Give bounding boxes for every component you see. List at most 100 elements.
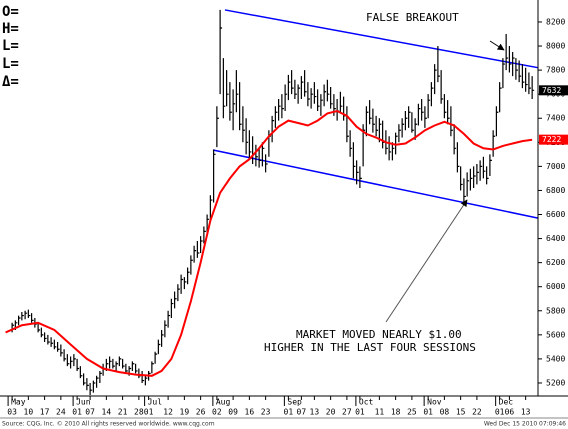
x-tick-label: 14: [102, 408, 112, 417]
price-bar: [356, 160, 359, 185]
price-bar: [40, 327, 44, 338]
month-label: Sep: [287, 398, 302, 407]
price-bar: [388, 136, 392, 161]
price-bar: [109, 356, 112, 369]
price-bar: [518, 60, 522, 83]
annotation: FALSE BREAKOUT: [366, 11, 459, 24]
month-label: Dec: [499, 398, 514, 407]
price-bar: [408, 106, 411, 128]
price-bar: [11, 322, 15, 333]
price-bar: [369, 100, 372, 125]
info-label: H=: [2, 21, 19, 37]
price-bar: [313, 82, 317, 104]
price-bar: [209, 195, 213, 220]
price-bar: [339, 91, 343, 114]
price-bar: [66, 354, 70, 367]
x-tick-label: 09: [228, 408, 238, 417]
price-bar: [144, 375, 148, 386]
price-bar: [304, 70, 307, 97]
x-tick-label: 07: [85, 408, 95, 417]
price-bar: [31, 313, 34, 323]
price-bar: [18, 315, 21, 326]
price-bar: [453, 124, 457, 155]
price-bar: [63, 349, 67, 362]
y-tick-label: 6200: [546, 258, 565, 267]
price-bar: [401, 118, 405, 138]
y-tick-label: 6000: [546, 282, 565, 291]
price-bar: [180, 274, 184, 294]
x-tick-label: 21: [118, 408, 128, 417]
price-bar: [525, 67, 528, 92]
x-tick-label: 17: [40, 408, 50, 417]
x-tick-label: 02: [212, 408, 222, 417]
moving-average: [5, 109, 533, 377]
price-bar: [245, 118, 249, 155]
price-bar: [424, 106, 427, 128]
month-label: Oct: [359, 398, 374, 407]
price-bar: [375, 115, 379, 137]
price-bar: [411, 112, 414, 133]
price-bar: [154, 351, 158, 364]
price-marker-label: 7222: [542, 135, 561, 144]
price-marker: [539, 134, 568, 145]
x-tick-label: 03: [7, 408, 17, 417]
x-tick-label: 01: [355, 408, 365, 417]
price-bar: [310, 88, 314, 109]
price-bar: [437, 46, 440, 83]
price-bar: [213, 149, 216, 203]
x-tick-label: 15: [456, 408, 466, 417]
price-bar: [216, 106, 219, 148]
annotation: HIGHER IN THE LAST FOUR SESSIONS: [264, 341, 476, 354]
price-bar: [141, 370, 145, 383]
price-bar: [473, 166, 476, 189]
info-label: Δ=: [2, 74, 19, 90]
y-tick-label: 7800: [546, 66, 565, 75]
price-bar: [183, 277, 187, 290]
x-tick-label: 06: [505, 408, 515, 417]
price-bar: [60, 344, 63, 357]
price-bar: [398, 124, 401, 143]
x-tick-label: 13: [521, 408, 531, 417]
price-bar: [115, 361, 119, 371]
price-bar: [495, 106, 499, 137]
price-bar: [76, 358, 80, 371]
price-bar: [521, 64, 525, 89]
price-bar: [242, 106, 245, 143]
price-bar: [27, 309, 31, 318]
price-bar: [255, 144, 258, 167]
price-bar: [479, 160, 483, 181]
price-bar: [330, 86, 333, 109]
price-bar: [226, 70, 229, 107]
info-label: L=: [2, 38, 19, 54]
price-bar: [307, 82, 310, 107]
price-bar: [346, 106, 349, 143]
price-bar: [53, 339, 57, 350]
x-tick-label: 01: [72, 408, 82, 417]
price-bar: [317, 89, 320, 112]
x-tick-label: 12: [163, 408, 173, 417]
x-tick-label: 18: [391, 408, 401, 417]
price-bar: [99, 370, 102, 383]
x-tick-label: 27: [342, 408, 352, 417]
price-bar: [427, 94, 431, 119]
price-bar: [44, 332, 47, 343]
price-bar: [170, 298, 174, 318]
trend-line: [224, 9, 539, 69]
price-bar: [492, 130, 496, 157]
price-bar: [284, 84, 288, 112]
month-label: Jul: [148, 398, 163, 407]
price-bar: [512, 52, 515, 77]
price-bar: [135, 363, 138, 374]
x-tick-label: 24: [56, 408, 66, 417]
info-label: O=: [2, 4, 19, 20]
price-bar: [89, 382, 93, 396]
y-tick-label: 8000: [546, 42, 565, 51]
price-marker: [539, 85, 568, 96]
price-bar: [359, 166, 362, 189]
price-bar: [219, 9, 223, 95]
month-label: May: [11, 398, 26, 407]
price-bar: [125, 363, 128, 374]
price-bar: [151, 361, 154, 374]
